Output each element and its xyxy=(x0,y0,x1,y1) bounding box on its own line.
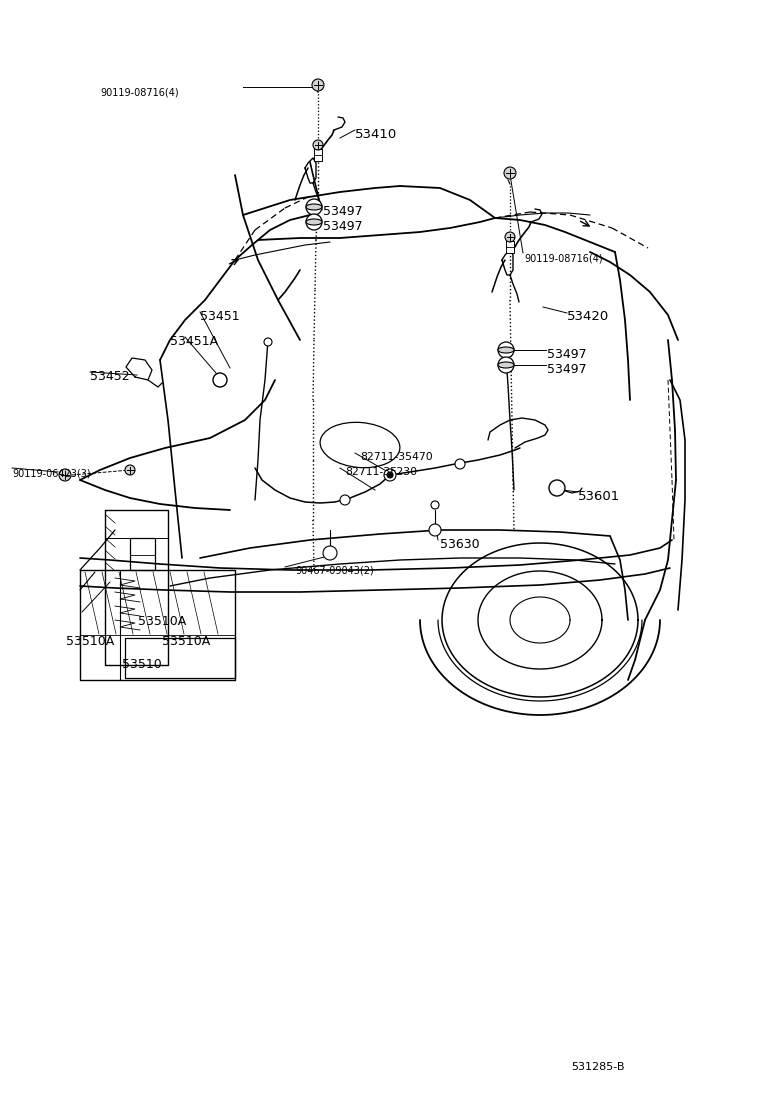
Text: 53451: 53451 xyxy=(200,310,239,322)
Ellipse shape xyxy=(306,219,322,225)
Circle shape xyxy=(323,546,337,560)
Circle shape xyxy=(505,232,515,242)
Text: 53510A: 53510A xyxy=(162,635,211,648)
Circle shape xyxy=(455,459,465,469)
Text: 53451A: 53451A xyxy=(170,335,218,348)
Circle shape xyxy=(501,342,509,351)
Circle shape xyxy=(429,524,441,536)
Text: 90119-08716(4): 90119-08716(4) xyxy=(100,87,179,97)
Circle shape xyxy=(387,471,393,478)
Circle shape xyxy=(498,357,514,373)
Bar xyxy=(506,241,514,254)
Text: 531285-B: 531285-B xyxy=(571,1062,625,1072)
Circle shape xyxy=(549,480,565,496)
Circle shape xyxy=(498,342,514,358)
Text: 82711-3F230: 82711-3F230 xyxy=(345,467,417,477)
Text: 53510A: 53510A xyxy=(66,635,114,648)
Circle shape xyxy=(504,167,516,179)
Text: 53510A: 53510A xyxy=(138,615,186,628)
Text: 53497: 53497 xyxy=(323,220,363,234)
Circle shape xyxy=(264,338,272,346)
Ellipse shape xyxy=(498,347,514,353)
Text: 53497: 53497 xyxy=(323,205,363,218)
Circle shape xyxy=(306,199,322,215)
Circle shape xyxy=(306,214,322,230)
Text: 90119-08716(4): 90119-08716(4) xyxy=(524,254,603,264)
Circle shape xyxy=(213,373,227,387)
Text: 90119-06423(3): 90119-06423(3) xyxy=(12,468,90,478)
Ellipse shape xyxy=(306,203,322,210)
Text: 82711-35470: 82711-35470 xyxy=(360,451,432,461)
Text: 53510: 53510 xyxy=(122,658,162,671)
Ellipse shape xyxy=(498,363,514,368)
Text: 53601: 53601 xyxy=(578,490,620,503)
Text: 53497: 53497 xyxy=(547,363,587,376)
Circle shape xyxy=(312,79,324,91)
Text: 53420: 53420 xyxy=(567,310,610,322)
Circle shape xyxy=(59,469,71,481)
Text: 53497: 53497 xyxy=(547,348,587,361)
Circle shape xyxy=(384,469,396,481)
Text: 53630: 53630 xyxy=(440,538,480,552)
Bar xyxy=(314,149,322,161)
Circle shape xyxy=(340,495,350,505)
Circle shape xyxy=(313,140,323,150)
Text: 53410: 53410 xyxy=(355,128,397,141)
Text: 90467-09043(2): 90467-09043(2) xyxy=(295,565,374,575)
Circle shape xyxy=(125,465,135,475)
Circle shape xyxy=(431,502,439,509)
Text: 53452: 53452 xyxy=(90,370,130,383)
